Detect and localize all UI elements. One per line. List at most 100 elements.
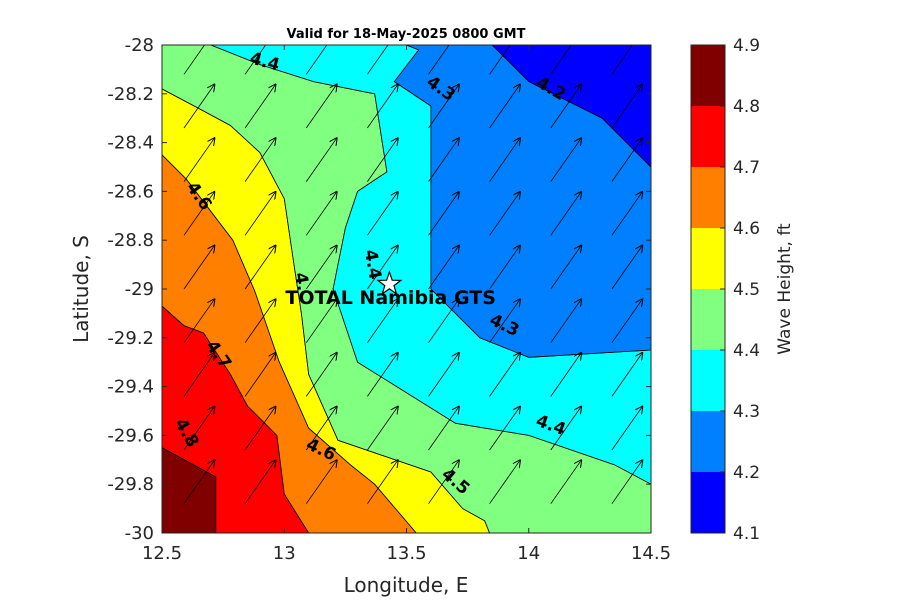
- direction-arrow: [550, 299, 581, 343]
- contour-band-4.1-4.2: [491, 45, 651, 168]
- colorbar-tick-label: 4.1: [733, 524, 760, 544]
- direction-arrow: [611, 299, 642, 343]
- site-label: TOTAL Namibia GTS: [285, 287, 496, 309]
- direction-arrow: [550, 460, 581, 504]
- y-tick-label: -29.8: [107, 474, 154, 495]
- colorbar-tick-label: 4.2: [733, 463, 760, 483]
- direction-arrow: [183, 192, 214, 236]
- direction-arrow: [367, 138, 397, 182]
- direction-arrow: [611, 460, 642, 504]
- direction-arrow: [489, 138, 520, 182]
- x-tick-label: 12.5: [142, 543, 182, 564]
- contour-label: 4.: [290, 271, 313, 292]
- direction-arrow: [550, 192, 581, 236]
- direction-arrow: [428, 353, 459, 397]
- direction-arrow: [428, 299, 459, 343]
- direction-arrow: [367, 246, 397, 290]
- direction-arrow: [428, 138, 459, 182]
- direction-arrow: [183, 138, 214, 182]
- direction-arrow: [244, 246, 275, 290]
- colorbar-segment: [691, 350, 725, 411]
- direction-arrow: [611, 246, 642, 290]
- direction-arrow: [550, 138, 581, 182]
- direction-arrow: [244, 299, 275, 343]
- direction-arrow: [428, 45, 450, 75]
- direction-arrow: [305, 460, 336, 504]
- direction-arrow: [305, 353, 336, 397]
- direction-arrow: [183, 85, 214, 129]
- direction-arrow: [550, 85, 581, 129]
- direction-arrow: [244, 353, 275, 397]
- direction-arrow: [183, 45, 206, 75]
- contour-bands: [162, 45, 651, 533]
- y-tick-label: -29.6: [107, 425, 154, 446]
- colorbar-segment: [691, 45, 725, 106]
- direction-arrow: [550, 353, 581, 397]
- direction-arrow: [244, 460, 275, 504]
- direction-arrow: [367, 45, 389, 75]
- direction-arrow: [489, 192, 520, 236]
- y-tick-label: -30: [125, 523, 154, 544]
- colorbar-tick-label: 4.3: [733, 402, 760, 422]
- direction-arrow: [367, 85, 397, 129]
- direction-arrow: [550, 407, 581, 451]
- direction-arrow: [611, 353, 642, 397]
- direction-arrow: [489, 45, 511, 75]
- x-axis-ticks: 12.5 13 13.5 14 14.5: [142, 45, 671, 564]
- direction-arrow: [489, 85, 520, 129]
- direction-arrow: [183, 299, 214, 343]
- chart-title: Valid for 18-May-2025 0800 GMT: [287, 27, 526, 42]
- direction-arrow: [489, 353, 520, 397]
- colorbar-tick-label: 4.8: [733, 97, 760, 117]
- y-tick-label: -28: [125, 35, 154, 56]
- x-axis-label: Longitude, E: [344, 573, 469, 597]
- colorbar-segment: [691, 167, 725, 228]
- direction-arrow: [611, 407, 642, 451]
- x-tick-label: 13: [273, 543, 296, 564]
- direction-arrow: [305, 407, 336, 451]
- site-marker-group: TOTAL Namibia GTS: [285, 270, 496, 309]
- colorbar: 4.1 4.2 4.3 4.4 4.5 4.6 4.7 4.8 4.9: [690, 36, 760, 544]
- direction-arrow: [305, 85, 336, 129]
- x-tick-label: 14: [517, 543, 540, 564]
- y-tick-label: -29: [125, 279, 154, 300]
- colorbar-tick-label: 4.6: [733, 219, 760, 239]
- colorbar-tick-label: 4.5: [733, 280, 760, 300]
- direction-arrow: [244, 45, 267, 75]
- y-tick-label: -28.2: [107, 84, 154, 105]
- direction-arrow: [305, 246, 336, 290]
- direction-arrow: [550, 45, 572, 75]
- direction-arrow: [428, 192, 459, 236]
- site-star-icon: [376, 270, 403, 296]
- colorbar-segment: [691, 228, 725, 289]
- y-axis-label: Latitude, S: [69, 235, 93, 343]
- colorbar-tick-label: 4.9: [733, 36, 760, 56]
- direction-vectors: [183, 45, 642, 504]
- y-tick-label: -29.2: [107, 328, 154, 349]
- direction-arrow: [489, 407, 520, 451]
- y-tick-label: -29.4: [107, 377, 154, 398]
- direction-arrow: [305, 45, 328, 75]
- direction-arrow: [244, 407, 275, 451]
- direction-arrow: [428, 460, 459, 504]
- direction-arrow: [489, 246, 520, 290]
- direction-arrow: [367, 192, 397, 236]
- direction-arrow: [305, 299, 336, 343]
- direction-arrow: [611, 192, 642, 236]
- direction-arrow: [428, 85, 459, 129]
- y-tick-label: -28.6: [107, 181, 154, 202]
- x-tick-label: 13.5: [386, 543, 426, 564]
- direction-arrow: [550, 246, 581, 290]
- colorbar-segment: [691, 411, 725, 472]
- colorbar-title: Wave Height, ft: [775, 223, 795, 355]
- direction-arrow: [305, 138, 336, 182]
- direction-arrow: [611, 85, 642, 129]
- direction-arrow: [611, 45, 633, 75]
- direction-arrow: [183, 246, 214, 290]
- colorbar-tick-label: 4.7: [733, 158, 760, 178]
- colorbar-tick-label: 4.4: [733, 341, 760, 361]
- colorbar-segment: [691, 472, 725, 533]
- direction-arrow: [489, 460, 520, 504]
- direction-arrow: [244, 138, 275, 182]
